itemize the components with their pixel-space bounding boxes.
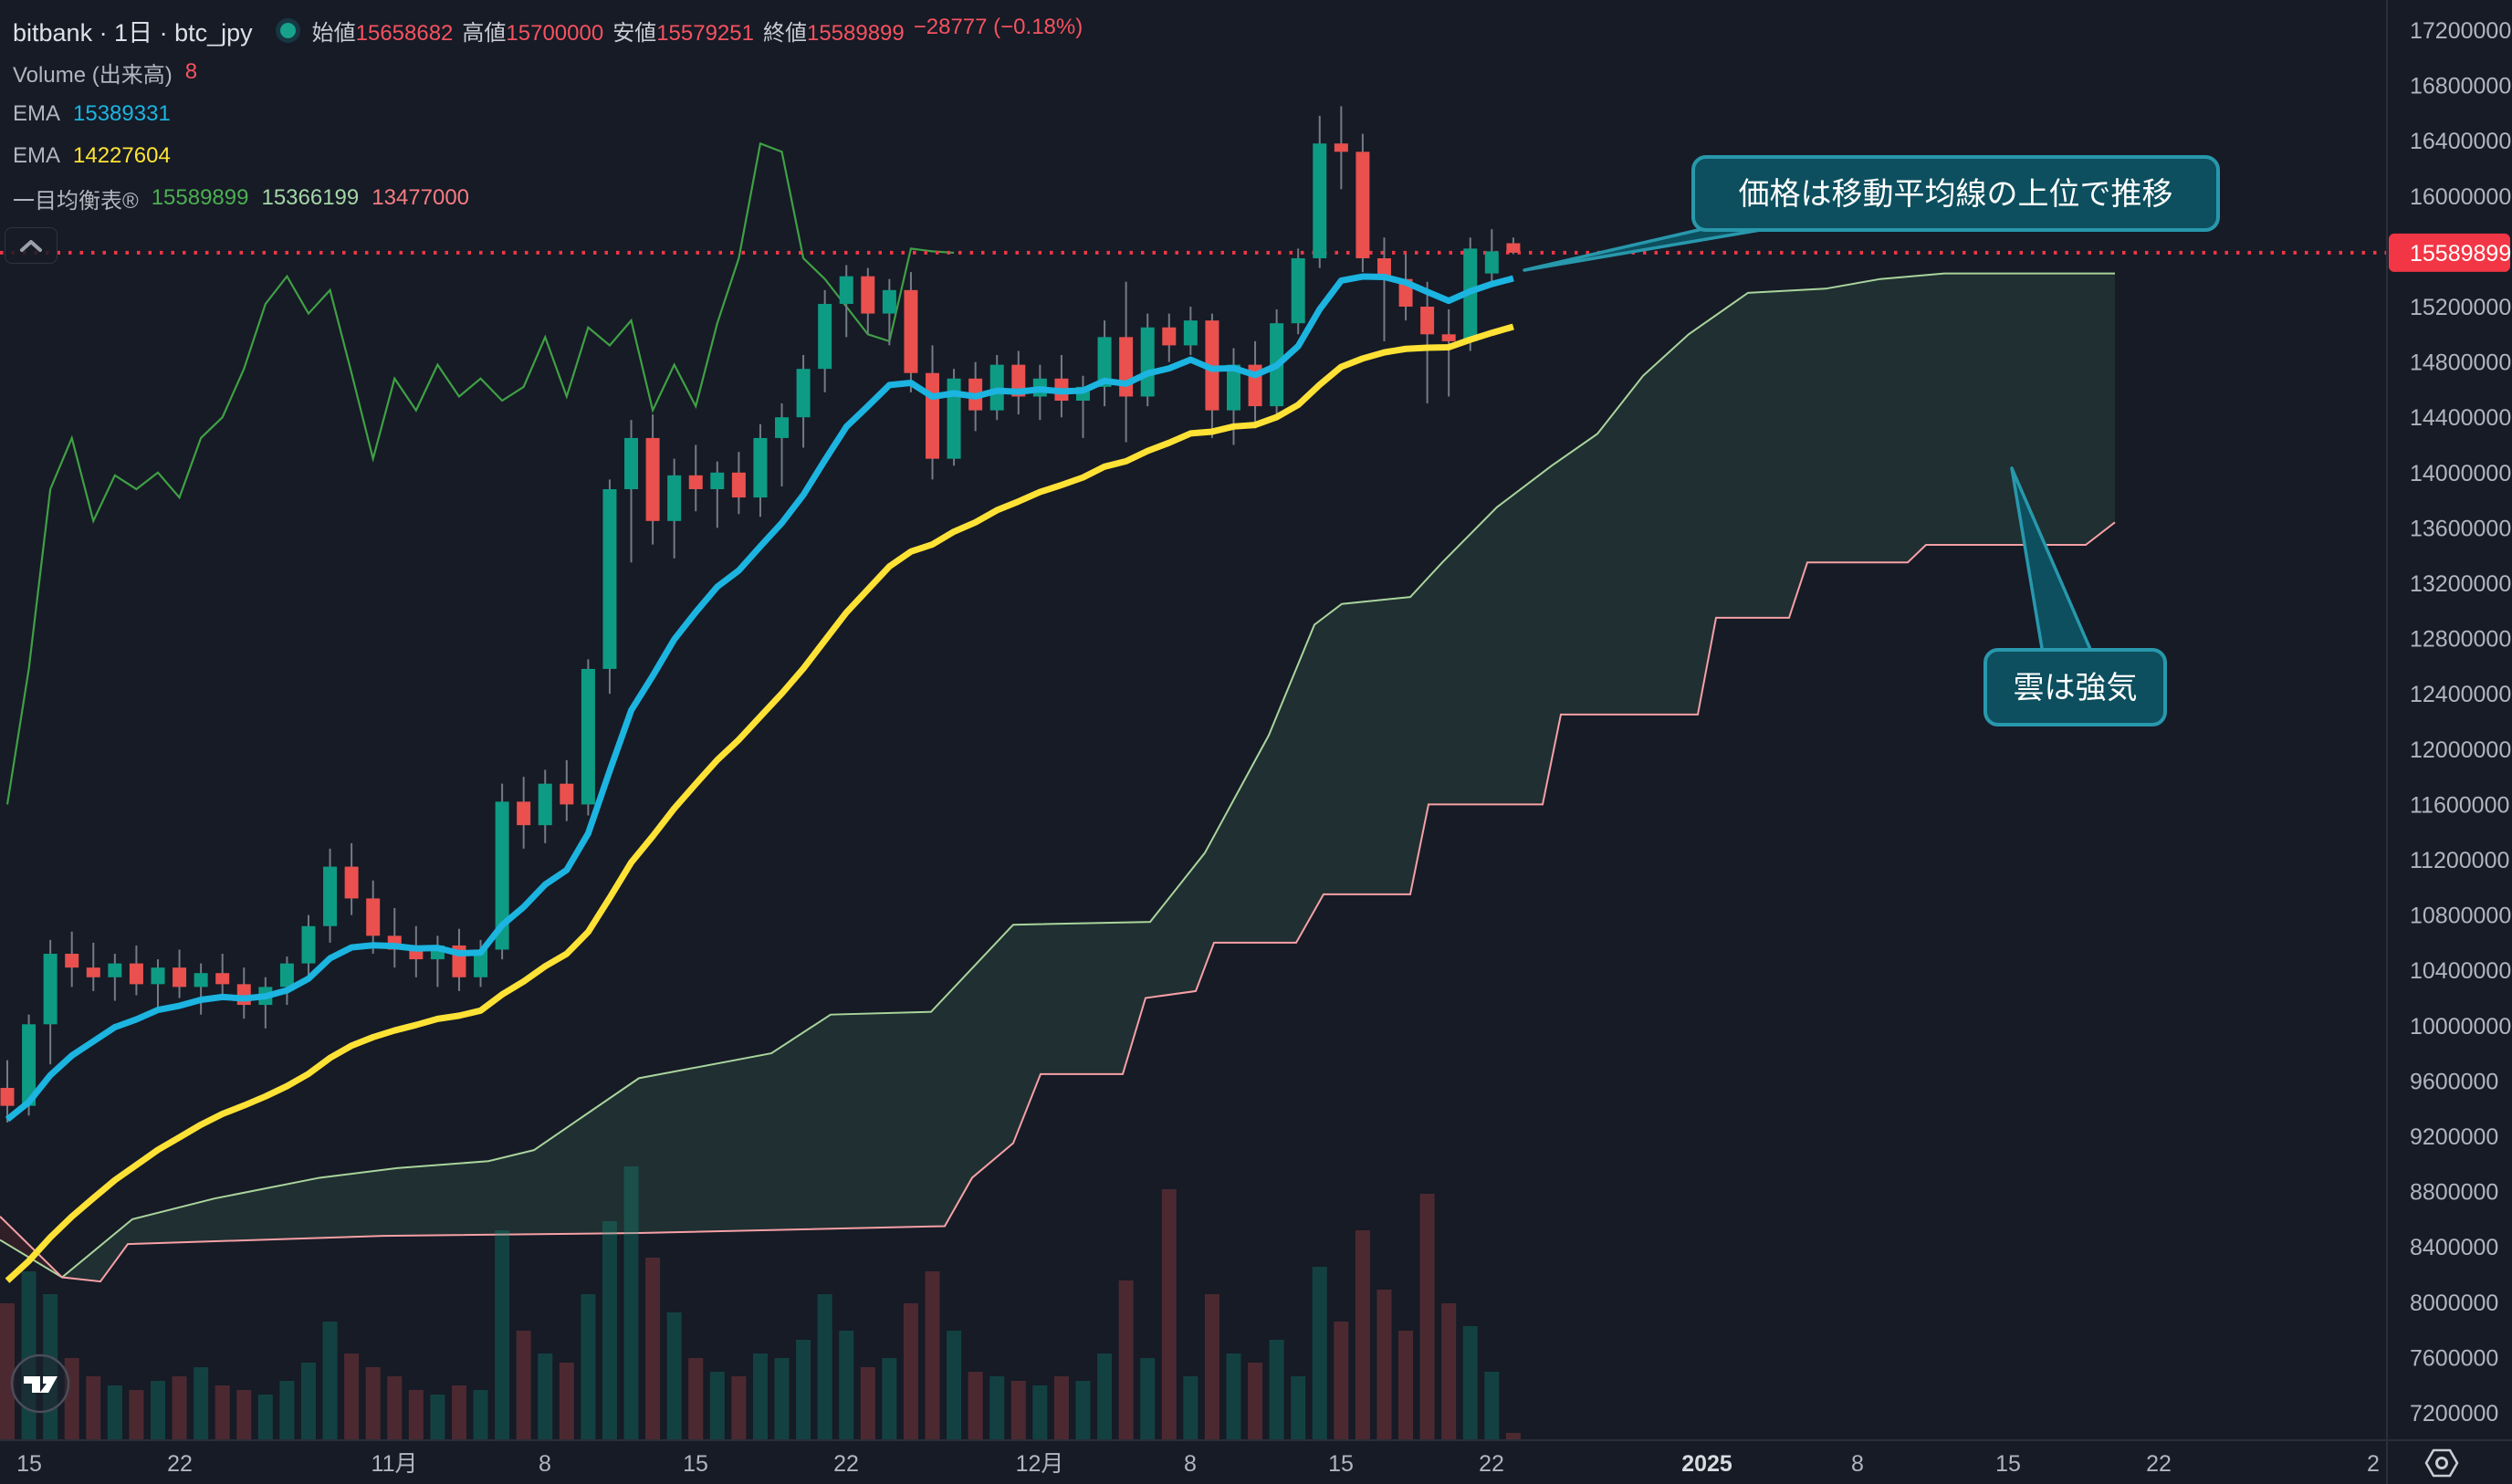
ema-fast-value: 15389331	[73, 101, 171, 126]
svg-text:15200000: 15200000	[2410, 295, 2511, 320]
chart-legend: bitbank · 1日 · btc_jpy 始値15658682 高値1570…	[13, 9, 1083, 219]
high-value: 15700000	[506, 20, 604, 46]
svg-text:8800000: 8800000	[2410, 1180, 2498, 1206]
svg-text:8: 8	[1851, 1451, 1864, 1477]
svg-text:7200000: 7200000	[2410, 1401, 2498, 1427]
svg-text:14800000: 14800000	[2410, 350, 2511, 376]
ema-fast-line[interactable]	[5, 273, 1514, 1123]
candlesticks[interactable]	[0, 106, 1521, 1123]
price-axis[interactable]: 17200000 16800000 16400000 16000000 15200000…	[2410, 18, 2511, 1427]
ema-slow-value: 14227604	[73, 143, 171, 168]
legend-collapse-button[interactable]	[5, 227, 58, 264]
svg-text:10800000: 10800000	[2410, 904, 2511, 929]
ichimoku-legend-row[interactable]: 一目均衡表® 15589899 15366199 13477000	[13, 177, 1083, 219]
time-axis[interactable]: 15 22 11月 8 15 22 12月 8 15 22 2025 8 15 22 2	[16, 1451, 2380, 1477]
open-label: 始値	[311, 20, 356, 46]
ohlc-values: 始値15658682 高値15700000 安値15579251 終値15589…	[312, 15, 1083, 47]
svg-text:10400000: 10400000	[2410, 958, 2511, 984]
volume-value: 8	[184, 59, 198, 84]
svg-text:17200000: 17200000	[2410, 18, 2511, 44]
tradingview-logo-icon	[10, 1353, 70, 1414]
svg-text:11200000: 11200000	[2410, 848, 2509, 873]
svg-text:7600000: 7600000	[2410, 1345, 2498, 1371]
volume-label: Volume (出来高)	[13, 62, 173, 88]
senkou-a-line	[0, 272, 2115, 1279]
svg-text:2: 2	[2367, 1451, 2380, 1477]
svg-text:14000000: 14000000	[2410, 461, 2511, 486]
callout-box	[1691, 155, 2220, 232]
svg-text:15: 15	[1328, 1451, 1354, 1477]
hexagon-clock-icon	[2424, 1448, 2459, 1478]
svg-text:15: 15	[1995, 1451, 2021, 1477]
chevron-up-icon	[20, 240, 42, 252]
svg-text:12400000: 12400000	[2410, 682, 2511, 707]
ema-slow-label: EMA	[13, 143, 61, 168]
svg-text:13600000: 13600000	[2410, 516, 2511, 541]
svg-text:15: 15	[16, 1451, 42, 1477]
low-label: 安値	[612, 20, 657, 46]
svg-text:15: 15	[683, 1451, 708, 1477]
svg-text:22: 22	[2146, 1451, 2172, 1477]
low-value: 15579251	[656, 20, 754, 46]
svg-text:12800000: 12800000	[2410, 627, 2511, 653]
svg-text:11月: 11月	[372, 1451, 418, 1477]
chikou-span-line	[5, 141, 955, 805]
ema-fast-label: EMA	[13, 101, 61, 126]
tradingview-logo[interactable]	[9, 1353, 71, 1419]
svg-text:22: 22	[167, 1451, 193, 1477]
svg-text:11600000: 11600000	[2410, 792, 2509, 818]
ichimoku-chikou-value: 15589899	[151, 185, 249, 210]
volume-legend-row[interactable]: Volume (出来高) 8	[13, 51, 1083, 93]
current-price-badge[interactable]: 15589899	[2389, 233, 2511, 272]
ichimoku-cloud	[0, 272, 2116, 1283]
callout-annotation-2[interactable]: 雲は強気	[1983, 466, 2167, 726]
ema-slow-legend-row[interactable]: EMA 14227604	[13, 135, 1083, 177]
svg-text:16800000: 16800000	[2410, 74, 2511, 99]
svg-text:22: 22	[1479, 1451, 1504, 1477]
market-status-dot-icon[interactable]	[279, 22, 296, 38]
callout-text: 雲は強気	[2014, 671, 2138, 705]
ichimoku-label: 一目均衡表®	[13, 188, 139, 214]
svg-text:10000000: 10000000	[2410, 1014, 2511, 1040]
open-value: 15658682	[355, 20, 454, 46]
svg-text:15589899: 15589899	[2410, 241, 2511, 266]
callout-text: 価格は移動平均線の上位で推移	[1739, 177, 2173, 212]
svg-text:8: 8	[539, 1451, 551, 1477]
ichimoku-senkou-a-value: 15366199	[261, 185, 360, 210]
svg-text:12000000: 12000000	[2410, 737, 2511, 763]
ema-fast-legend-row[interactable]: EMA 15389331	[13, 93, 1083, 135]
svg-text:8000000: 8000000	[2410, 1291, 2498, 1316]
close-value: 15589899	[806, 20, 905, 46]
symbol-title-row[interactable]: bitbank · 1日 · btc_jpy 始値15658682 高値1570…	[13, 9, 1083, 51]
senkou-b-line	[0, 521, 2116, 1283]
ema-slow-line[interactable]	[5, 323, 1514, 1283]
svg-text:8: 8	[1184, 1451, 1197, 1477]
callout-box	[1983, 648, 2167, 726]
svg-text:22: 22	[833, 1451, 859, 1477]
callout-annotation-1[interactable]: 価格は移動平均線の上位で推移	[1523, 155, 2220, 272]
svg-text:2025: 2025	[1681, 1451, 1732, 1477]
change-value: −28777 (−0.18%)	[913, 14, 1083, 39]
timezone-settings-button[interactable]	[2421, 1446, 2463, 1484]
svg-text:9200000: 9200000	[2410, 1124, 2498, 1150]
ichimoku-senkou-b-value: 13477000	[372, 185, 470, 210]
svg-text:16400000: 16400000	[2410, 129, 2511, 154]
svg-text:12月: 12月	[1016, 1451, 1064, 1477]
high-label: 高値	[462, 20, 507, 46]
symbol-title[interactable]: bitbank · 1日 · btc_jpy	[13, 18, 253, 47]
svg-text:16000000: 16000000	[2410, 184, 2511, 210]
close-label: 終値	[762, 20, 807, 46]
svg-text:14400000: 14400000	[2410, 405, 2511, 431]
svg-text:9600000: 9600000	[2410, 1069, 2498, 1094]
svg-text:8400000: 8400000	[2410, 1235, 2498, 1260]
svg-text:13200000: 13200000	[2410, 571, 2511, 597]
